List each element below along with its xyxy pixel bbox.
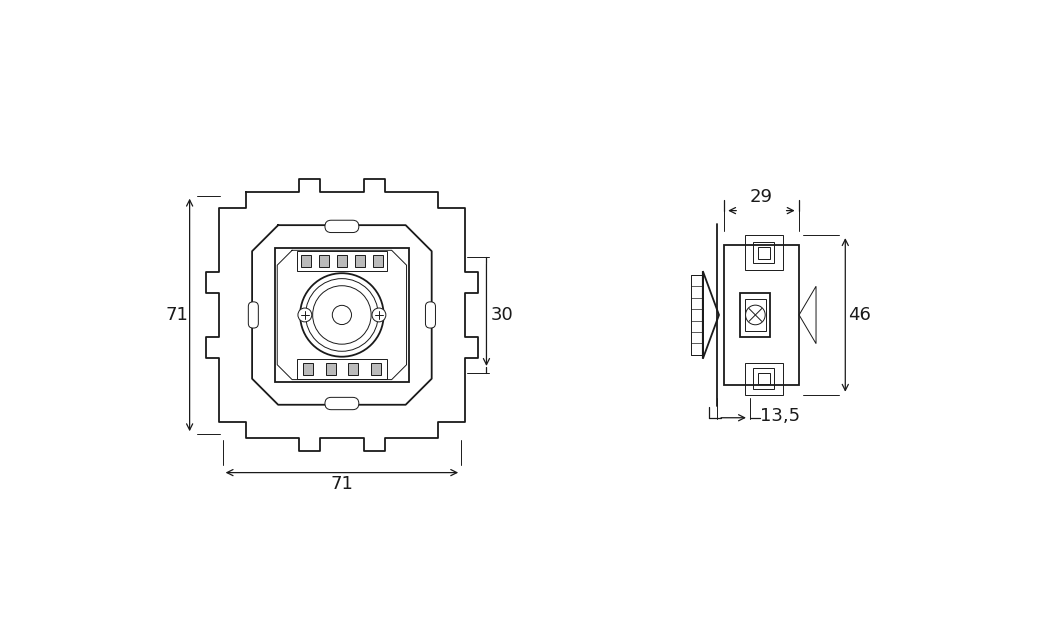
Bar	[740, 292, 771, 337]
Bar	[754, 242, 775, 264]
Bar	[754, 368, 775, 389]
FancyBboxPatch shape	[425, 302, 436, 328]
Bar	[758, 373, 770, 384]
FancyBboxPatch shape	[249, 302, 258, 328]
Bar	[319, 255, 328, 267]
Bar	[274, 248, 409, 382]
Bar	[373, 255, 383, 267]
Bar	[348, 363, 358, 375]
Polygon shape	[252, 225, 432, 404]
FancyBboxPatch shape	[325, 220, 359, 233]
Bar	[297, 359, 387, 379]
FancyBboxPatch shape	[325, 398, 359, 409]
Bar	[337, 255, 347, 267]
Circle shape	[372, 308, 386, 322]
Circle shape	[745, 305, 765, 325]
Bar	[745, 299, 766, 331]
Bar	[355, 255, 365, 267]
Circle shape	[298, 308, 311, 322]
Bar	[691, 275, 703, 355]
Circle shape	[313, 286, 371, 344]
Bar	[371, 363, 381, 375]
Circle shape	[333, 305, 352, 325]
Bar	[303, 363, 314, 375]
Bar	[745, 363, 783, 394]
Bar	[301, 255, 311, 267]
Bar	[724, 245, 799, 385]
Text: 71: 71	[331, 475, 353, 493]
Text: 29: 29	[749, 187, 773, 206]
Bar	[745, 235, 783, 270]
Text: 71: 71	[166, 306, 189, 324]
Text: 46: 46	[847, 306, 871, 324]
Text: 13,5: 13,5	[760, 407, 799, 425]
Bar	[758, 247, 770, 259]
Polygon shape	[206, 179, 477, 451]
Text: 30: 30	[490, 306, 513, 324]
Bar	[325, 363, 336, 375]
Bar	[297, 251, 387, 271]
